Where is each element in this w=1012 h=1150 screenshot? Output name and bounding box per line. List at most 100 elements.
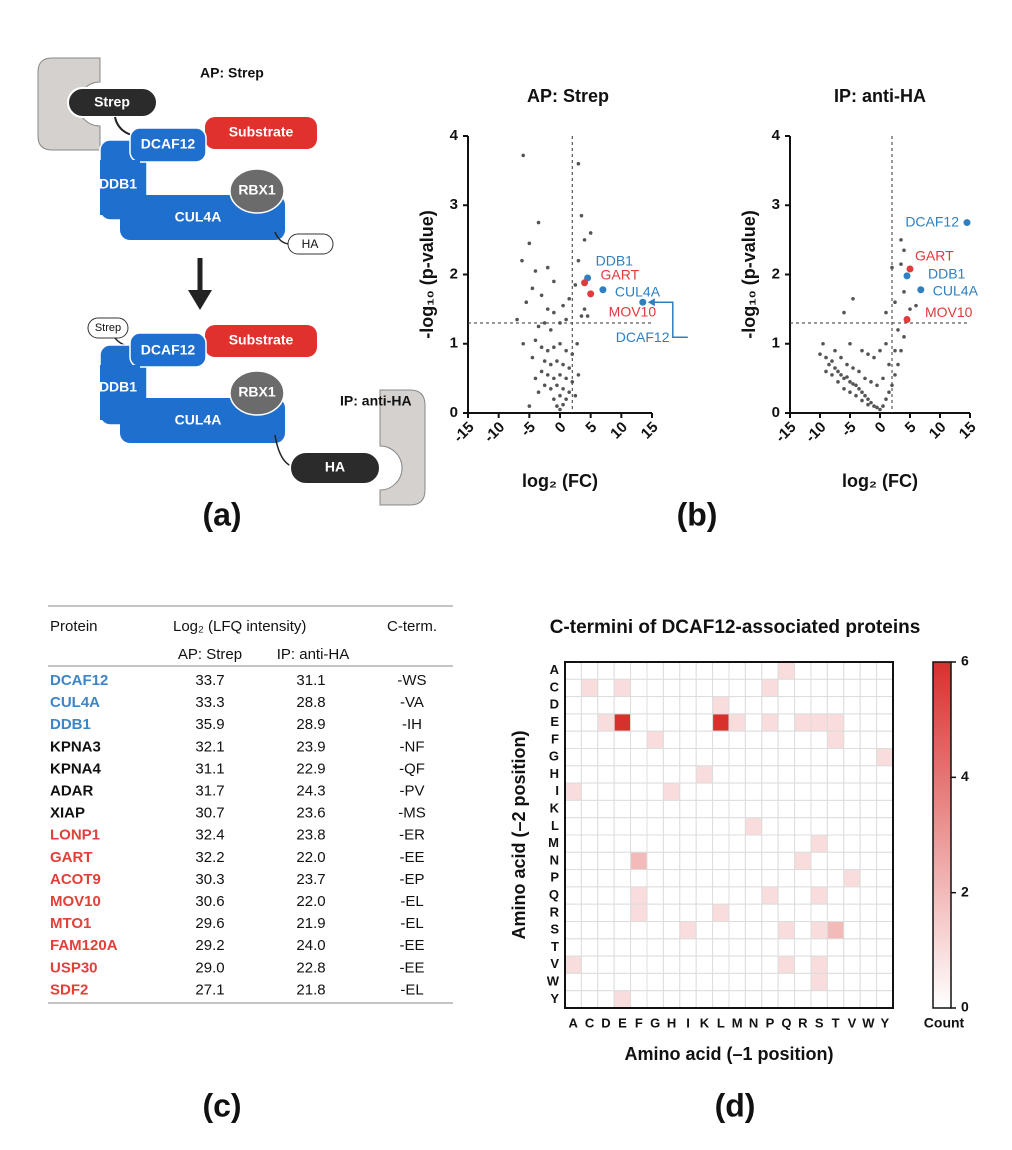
cell (712, 972, 730, 992)
cell (613, 955, 632, 974)
table-cell: -EE (399, 849, 424, 866)
x-tick-label: -10 (802, 419, 829, 446)
point (833, 348, 837, 353)
cell (761, 696, 779, 715)
cell (794, 851, 812, 871)
diagram: AP: Strep Strep DCAF12 Substrate DDB1 RB… (37, 57, 426, 506)
cell (695, 972, 714, 992)
y-tick-label: K (550, 800, 560, 815)
cell (712, 903, 730, 923)
point (539, 293, 544, 298)
cell (728, 799, 746, 819)
cell (695, 748, 714, 767)
cell (794, 955, 812, 974)
cell (646, 799, 664, 819)
y-tick-label: R (550, 904, 560, 919)
cell (843, 817, 861, 836)
colorbar-tick-label: 2 (961, 883, 969, 899)
cell (744, 661, 763, 680)
table-cell: 28.8 (296, 694, 325, 711)
cell (810, 748, 828, 767)
cell (728, 955, 746, 974)
cell (695, 730, 714, 750)
cell (695, 817, 714, 836)
table-cell: 24.3 (296, 782, 325, 799)
table-header: Log₂ (LFQ intensity) (173, 618, 306, 635)
cell (843, 972, 861, 992)
cell (876, 696, 894, 715)
y-tick-label: E (550, 714, 559, 729)
substrate (205, 325, 317, 357)
cell (630, 903, 648, 923)
cell (761, 782, 779, 801)
point (576, 161, 581, 166)
cell (810, 696, 828, 715)
cell (859, 886, 878, 905)
point (863, 376, 867, 381)
label: DCAF12 (141, 342, 196, 358)
cell (826, 834, 845, 853)
cell (728, 869, 746, 888)
cell (728, 730, 746, 750)
point (567, 296, 571, 301)
point (878, 407, 882, 412)
cell (777, 799, 796, 819)
cell (662, 851, 681, 871)
cell (662, 938, 681, 957)
cell (810, 869, 828, 888)
cell (564, 834, 582, 853)
cell (761, 713, 779, 732)
cell (728, 748, 746, 767)
protein-name: XIAP (50, 805, 85, 822)
cell (876, 713, 894, 732)
point (866, 352, 870, 356)
table-cell: -ER (399, 827, 425, 844)
table-cell: -QF (399, 760, 425, 777)
cell (744, 921, 763, 940)
point (884, 341, 888, 346)
cell (646, 748, 664, 767)
cell (728, 661, 746, 680)
cell (564, 782, 582, 801)
cell (712, 869, 730, 888)
point-label: DCAF12 (905, 213, 959, 229)
table-cell: 24.0 (296, 937, 325, 954)
cell (777, 713, 796, 732)
point (530, 355, 535, 360)
point (558, 407, 562, 412)
cell (662, 869, 681, 888)
rbx1 (229, 370, 285, 416)
arrow-head (188, 290, 212, 310)
cell (794, 817, 812, 836)
point (881, 404, 885, 408)
point (866, 402, 870, 407)
point-label: CUL4A (933, 282, 979, 298)
cell (777, 972, 796, 992)
cell (728, 782, 746, 801)
point (545, 265, 550, 270)
cell (597, 730, 615, 750)
label: HA (325, 459, 345, 475)
cell (695, 869, 714, 888)
cell (859, 661, 878, 680)
cell (613, 678, 632, 698)
table-cell: -EE (399, 937, 424, 954)
table-cell: 29.6 (195, 915, 224, 932)
cell (597, 955, 615, 974)
point (564, 376, 568, 381)
cell (646, 903, 664, 923)
cell (777, 903, 796, 923)
point (875, 405, 879, 410)
cell (580, 713, 599, 732)
chart-title: IP: anti-HA (834, 86, 926, 106)
cell (777, 696, 796, 715)
cell (810, 990, 828, 1009)
protein-name: MTO1 (50, 915, 91, 932)
point (872, 355, 876, 360)
cell (662, 748, 681, 767)
point (573, 393, 578, 398)
cell (843, 661, 861, 680)
point (860, 390, 864, 395)
cell (744, 972, 763, 992)
cell (876, 990, 894, 1009)
